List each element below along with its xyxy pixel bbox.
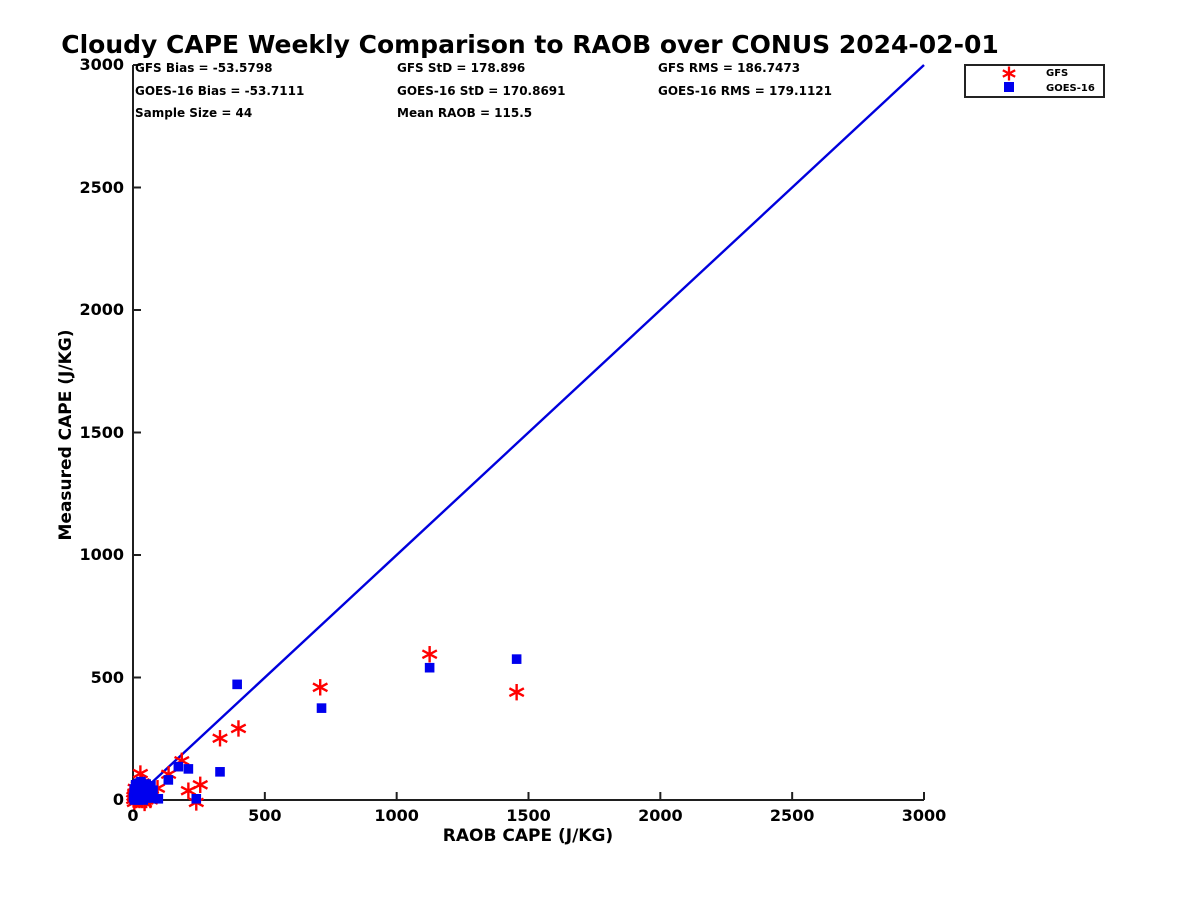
goes16-data-point xyxy=(511,654,522,664)
legend-label-gfs: GFS xyxy=(1046,68,1069,79)
stat-goes-bias: GOES-16 Bias = -53.7111 xyxy=(135,84,305,98)
y-tick-label: 0 xyxy=(112,790,124,809)
x-tick-label: 0 xyxy=(127,806,139,825)
stat-goes-std: GOES-16 StD = 170.8691 xyxy=(397,84,566,98)
goes16-data-point xyxy=(153,793,164,804)
y-tick-label: 2500 xyxy=(79,177,124,197)
x-axis-label: RAOB CAPE (J/KG) xyxy=(442,826,614,846)
goes16-data-point xyxy=(129,784,140,794)
x-tick-label: 500 xyxy=(248,806,282,825)
gfs-data-point xyxy=(212,730,228,747)
x-tick-label: 2000 xyxy=(638,806,683,825)
chart-title: Cloudy CAPE Weekly Comparison to RAOB ov… xyxy=(61,30,999,59)
stat-sample-size: Sample Size = 44 xyxy=(135,106,253,120)
legend-box: GFS GOES-16 xyxy=(964,64,1105,98)
goes16-data-point xyxy=(183,764,194,774)
stat-gfs-std: GFS StD = 178.896 xyxy=(397,61,526,75)
goes16-data-point xyxy=(424,662,435,673)
goes16-data-point xyxy=(141,779,151,789)
y-tick-label: 1500 xyxy=(79,422,124,442)
x-tick-label: 2500 xyxy=(769,806,815,825)
y-tick-label: 1000 xyxy=(79,545,124,564)
goes16-data-point xyxy=(215,767,225,777)
legend-row-gfs: GFS xyxy=(966,66,1103,81)
goes16-data-point xyxy=(316,703,327,713)
x-tick-label: 1000 xyxy=(374,806,419,825)
goes16-square-icon xyxy=(1004,82,1014,92)
stat-gfs-bias: GFS Bias = -53.5798 xyxy=(135,61,273,75)
gfs-data-point xyxy=(312,679,329,696)
stat-mean-raob: Mean RAOB = 115.5 xyxy=(397,106,533,120)
y-tick-label: 500 xyxy=(90,667,124,687)
goes16-data-point xyxy=(173,761,184,772)
identity-line xyxy=(132,64,925,801)
legend-row-goes16: GOES-16 xyxy=(966,81,1103,96)
goes16-data-point xyxy=(147,791,157,802)
gfs-data-point xyxy=(230,720,247,737)
y-tick-label: 2000 xyxy=(79,300,124,319)
y-tick-label: 3000 xyxy=(79,55,124,74)
gfs-data-point xyxy=(192,776,209,794)
goes16-data-point xyxy=(163,775,174,785)
gfs-data-point xyxy=(508,684,525,701)
gfs-asterisk-icon xyxy=(1002,66,1016,81)
stat-goes-rms: GOES-16 RMS = 179.1121 xyxy=(658,84,832,98)
gfs-data-point xyxy=(180,782,197,799)
goes16-data-point xyxy=(148,785,158,795)
gfs-data-point xyxy=(421,646,438,663)
stat-gfs-rms: GFS RMS = 186.7473 xyxy=(658,61,801,75)
goes16-data-point xyxy=(232,679,242,690)
x-tick-label: 1500 xyxy=(506,806,551,825)
legend-label-goes16: GOES-16 xyxy=(1046,83,1095,94)
goes16-data-point xyxy=(191,793,202,804)
x-tick-label: 3000 xyxy=(901,806,947,825)
goes16-data-point xyxy=(136,776,146,787)
